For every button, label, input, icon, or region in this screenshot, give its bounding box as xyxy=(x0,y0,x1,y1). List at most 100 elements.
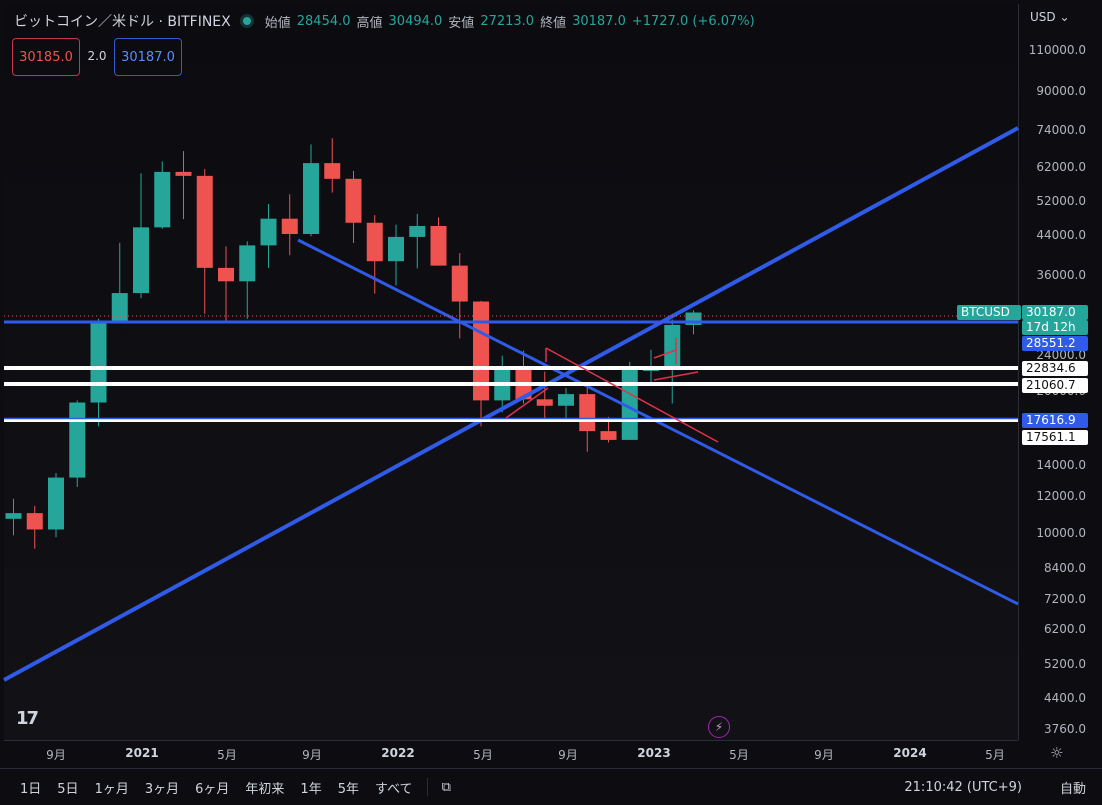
time-tick-label: 2022 xyxy=(381,746,415,760)
candle-body xyxy=(196,175,213,268)
candle-body xyxy=(579,394,596,432)
time-axis[interactable] xyxy=(4,740,1018,769)
range-button[interactable]: 5年 xyxy=(337,781,359,797)
candle-body xyxy=(281,218,298,234)
red-channel-lower[interactable] xyxy=(505,387,549,419)
low-value: 27213.0 xyxy=(480,13,535,29)
change-value: +1727.0 (+6.07%) xyxy=(631,13,755,29)
candle-body xyxy=(558,394,574,406)
candle-body xyxy=(664,324,681,369)
price-tick-label: 14000.0 xyxy=(1036,458,1086,472)
tradingview-logo-icon[interactable]: 17 xyxy=(16,708,39,729)
price-tick-label: 12000.0 xyxy=(1036,489,1086,503)
chevron-down-icon: ⌄ xyxy=(1059,10,1070,24)
time-tick-label: 9月 xyxy=(302,748,322,762)
lightning-icon[interactable]: ⚡ xyxy=(708,716,730,738)
range-button[interactable]: 6ヶ月 xyxy=(195,781,230,797)
time-tick-label: 9月 xyxy=(558,748,578,762)
indicator-value-left[interactable]: 30185.0 xyxy=(12,38,80,76)
candle-body xyxy=(239,245,256,282)
price-tick-label: 62000.0 xyxy=(1036,160,1086,174)
price-tick-label: 110000.0 xyxy=(1028,43,1086,57)
bar-countdown-tag[interactable]: 17d 12h xyxy=(1022,320,1088,335)
drawings[interactable] xyxy=(3,126,1019,682)
chart-area[interactable] xyxy=(4,4,1018,740)
symbol-name[interactable]: ビットコイン／米ドル · BITFINEX xyxy=(14,14,231,30)
price-tick-label: 5200.0 xyxy=(1044,657,1086,671)
red-channel-upper[interactable] xyxy=(545,347,719,443)
ascending-trendline[interactable] xyxy=(3,126,1019,682)
candle-body xyxy=(154,171,171,228)
auto-scale-button[interactable]: 自動 xyxy=(1059,781,1086,797)
candle-body xyxy=(388,236,404,262)
date-range-icon[interactable]: ⧉ xyxy=(441,779,451,795)
level-tag-17616[interactable]: 17616.9 xyxy=(1022,413,1088,428)
candle-body xyxy=(473,301,489,401)
open-value: 28454.0 xyxy=(296,13,351,29)
clock[interactable]: 21:10:42 (UTC+9) xyxy=(904,779,1022,795)
candle-body xyxy=(409,225,426,237)
candle-body xyxy=(324,163,341,179)
price-tick-label: 36000.0 xyxy=(1036,268,1086,282)
open-label: 始値 xyxy=(264,15,291,31)
high-label: 高値 xyxy=(356,15,383,31)
range-button[interactable]: 1日 xyxy=(20,781,42,797)
time-tick-label: 2024 xyxy=(893,746,927,760)
price-tick-label: 24000.0 xyxy=(1036,348,1086,362)
time-tick-label: 9月 xyxy=(814,748,834,762)
close-value: 30187.0 xyxy=(572,13,626,29)
price-tick-label: 3760.0 xyxy=(1044,722,1086,736)
range-button[interactable]: すべて xyxy=(374,781,413,797)
time-tick-label: 9月 xyxy=(46,748,66,762)
level-tag-22834[interactable]: 22834.6 xyxy=(1022,361,1088,376)
time-tick-label: 2023 xyxy=(637,746,671,760)
time-tick-label: 5月 xyxy=(217,748,237,762)
price-tick-label: 6200.0 xyxy=(1044,622,1086,636)
candle-body xyxy=(621,368,638,440)
red-pennant-lower[interactable] xyxy=(653,371,699,381)
candle-body xyxy=(48,477,64,530)
candle-body xyxy=(69,402,86,478)
range-button[interactable]: 1年 xyxy=(300,781,322,797)
currency-selector[interactable]: USD ⌄ xyxy=(1030,10,1070,24)
time-tick-label: 5月 xyxy=(985,748,1005,762)
candle-body xyxy=(345,178,362,223)
settings-icon[interactable]: ☼ xyxy=(1050,744,1064,762)
indicator-multiplier: 2.0 xyxy=(87,49,107,63)
range-button[interactable]: 3ヶ月 xyxy=(144,781,180,797)
level-tag-21060[interactable]: 21060.7 xyxy=(1022,378,1088,393)
candle-body xyxy=(133,227,149,294)
level-tag-28551[interactable]: 28551.2 xyxy=(1022,336,1088,351)
symbol-price-tag[interactable]: BTCUSD xyxy=(957,305,1021,320)
price-tick-label: 44000.0 xyxy=(1036,228,1086,242)
candle-body xyxy=(600,431,617,440)
price-tick-label: 52000.0 xyxy=(1036,194,1086,208)
range-button[interactable]: 年初来 xyxy=(245,781,285,797)
high-value: 30494.0 xyxy=(388,13,443,29)
candle-body xyxy=(366,222,383,262)
toolbar-divider xyxy=(426,778,428,796)
last-price-tag[interactable]: 30187.0 xyxy=(1022,305,1088,320)
candle-body xyxy=(90,320,107,403)
range-button[interactable]: 5日 xyxy=(57,781,79,797)
range-button[interactable]: 1ヶ月 xyxy=(94,781,129,797)
candle-body xyxy=(536,399,553,406)
price-tick-label: 74000.0 xyxy=(1036,123,1086,137)
candle-body xyxy=(260,218,277,246)
level-tag-17561[interactable]: 17561.1 xyxy=(1022,430,1088,445)
candle-body xyxy=(430,225,447,266)
currency-label: USD xyxy=(1030,10,1056,24)
bottom-toolbar: 1日 5日 1ヶ月 3ヶ月 6ヶ月 年初来 1年 5年 すべて ⧉ 21:10:42 (UTC+… xyxy=(0,768,1102,805)
candles xyxy=(5,138,702,549)
candle-body xyxy=(5,513,22,519)
range-buttons: 1日 5日 1ヶ月 3ヶ月 6ヶ月 年初来 1年 5年 すべて xyxy=(0,778,421,797)
red-pennant-upper[interactable] xyxy=(653,349,677,359)
close-label: 終値 xyxy=(540,15,567,31)
time-tick-label: 5月 xyxy=(729,748,749,762)
candle-body xyxy=(175,171,192,176)
indicator-value-right[interactable]: 30187.0 xyxy=(114,38,182,76)
price-tick-label: 90000.0 xyxy=(1036,84,1086,98)
price-tick-label: 8400.0 xyxy=(1044,561,1086,575)
candle-body xyxy=(218,267,234,282)
